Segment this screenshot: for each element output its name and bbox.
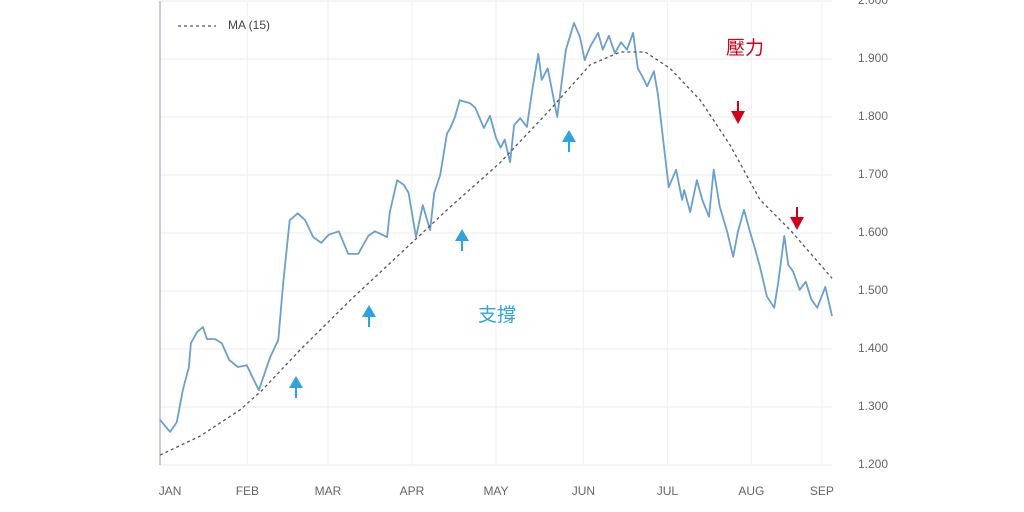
- y-tick-label: 1.900: [858, 51, 888, 65]
- x-tick-label: MAY: [483, 484, 508, 498]
- x-tick-label: APR: [400, 484, 425, 498]
- y-tick-label: 1.500: [858, 283, 888, 297]
- annotation: 支撐: [478, 304, 516, 326]
- x-tick-label: MAR: [315, 484, 342, 498]
- x-tick-label: JUN: [572, 484, 595, 498]
- series-line: [159, 51, 833, 456]
- y-tick-label: 1.700: [858, 167, 888, 181]
- x-tick-label: JAN: [159, 484, 182, 498]
- y-tick-label: 1.400: [858, 341, 888, 355]
- y-tick-label: 1.300: [858, 399, 888, 413]
- y-tick-label: 2.000: [858, 0, 888, 7]
- legend-label: MA (15): [228, 18, 270, 32]
- y-tick-label: 1.200: [858, 457, 888, 471]
- plot: 1.200 1.300 1.400 1.500 1.600 1.700 1.800 1.900…: [159, 0, 889, 498]
- arrows: [289, 101, 804, 398]
- y-tick-label: 1.600: [858, 225, 888, 239]
- x-tick-label: JUL: [657, 484, 679, 498]
- y-tick-label: 1.800: [858, 109, 888, 123]
- x-tick-label: AUG: [738, 484, 764, 498]
- x-tick-label: SEP: [810, 484, 834, 498]
- annotation: 壓力: [726, 37, 764, 59]
- series-line: [159, 22, 833, 433]
- x-tick-label: FEB: [236, 484, 259, 498]
